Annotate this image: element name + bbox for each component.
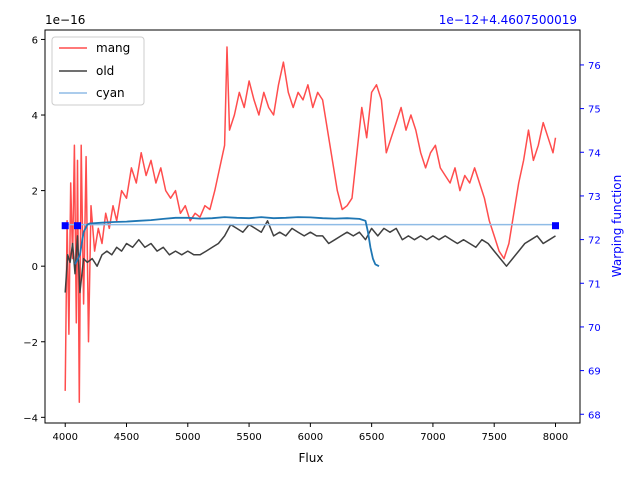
y-axis-left-ticks: −4 −2 0 2 4 6	[23, 35, 45, 424]
series-line-warp-3	[74, 216, 380, 268]
y-left-tick-label: −2	[23, 338, 38, 349]
y-axis-right-ticks: 68 69 70 71 72 73 74 75 76	[580, 61, 601, 421]
x-tick-label: 8000	[543, 432, 568, 443]
y-axis-right-label: Warping function	[610, 175, 624, 277]
legend-label-mang: mang	[96, 41, 130, 55]
x-tick-label: 5500	[236, 432, 261, 443]
x-axis-ticks: 4000 4500 5000 5500 6000 6500 7000 7500 8000	[52, 423, 568, 443]
right-axis-offset-label: 1e−12+4.4607500019	[439, 13, 577, 27]
y-right-tick-label: 74	[588, 148, 601, 159]
y-right-tick-label: 75	[588, 105, 601, 116]
y-right-tick-label: 70	[588, 323, 601, 334]
x-axis-label: Flux	[299, 451, 324, 465]
legend-box	[51, 36, 145, 106]
data-marker	[552, 222, 559, 230]
data-marker	[74, 222, 81, 230]
x-tick-label: 4500	[114, 432, 139, 443]
series-line-old	[64, 220, 556, 294]
y-left-tick-label: 6	[32, 35, 38, 46]
y-left-tick-label: 4	[32, 111, 38, 122]
x-tick-label: 4000	[52, 432, 77, 443]
y-right-tick-label: 68	[588, 410, 601, 421]
y-right-tick-label: 72	[588, 236, 601, 247]
x-tick-label: 5000	[175, 432, 200, 443]
y-left-tick-label: −4	[23, 413, 38, 424]
left-axis-offset-label: 1e−16	[45, 13, 85, 27]
legend: mang old cyan	[51, 36, 145, 106]
y-right-tick-label: 69	[588, 367, 601, 378]
x-tick-label: 7000	[420, 432, 445, 443]
legend-label-old: old	[96, 64, 114, 78]
x-tick-label: 6500	[359, 432, 384, 443]
legend-label-cyan: cyan	[96, 86, 125, 100]
y-right-tick-label: 73	[588, 192, 601, 203]
y-left-tick-label: 2	[32, 187, 38, 198]
y-right-tick-label: 71	[588, 279, 601, 290]
marker-layer	[61, 222, 559, 230]
data-marker	[61, 222, 69, 230]
x-tick-label: 6000	[298, 432, 323, 443]
y-right-tick-label: 76	[588, 61, 601, 72]
plot-frame	[44, 29, 581, 424]
x-tick-label: 7500	[481, 432, 506, 443]
series-line-mang	[64, 46, 557, 403]
series-layer	[64, 46, 557, 403]
y-left-tick-label: 0	[32, 262, 38, 273]
